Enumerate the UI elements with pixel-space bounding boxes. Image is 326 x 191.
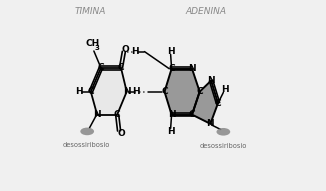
Text: H: H <box>167 126 174 136</box>
Text: N: N <box>188 64 196 73</box>
Text: H: H <box>132 87 140 96</box>
Polygon shape <box>192 81 218 124</box>
Text: desossiribosio: desossiribosio <box>63 142 110 148</box>
Text: N: N <box>168 110 175 119</box>
Text: desossiribosio: desossiribosio <box>200 143 247 149</box>
Text: 3: 3 <box>95 45 99 51</box>
Text: ADENINA: ADENINA <box>186 7 227 16</box>
Polygon shape <box>91 68 127 115</box>
Text: TIMINA: TIMINA <box>75 7 106 16</box>
Text: H: H <box>221 85 229 94</box>
Text: O: O <box>122 45 130 54</box>
Text: C: C <box>97 63 104 72</box>
Text: H: H <box>75 87 83 96</box>
Text: C: C <box>196 87 203 96</box>
Text: C: C <box>118 63 124 72</box>
Text: C: C <box>215 99 221 108</box>
Text: C: C <box>87 87 94 96</box>
Ellipse shape <box>216 128 230 136</box>
Text: CH: CH <box>86 39 100 48</box>
Text: N: N <box>93 110 101 119</box>
Polygon shape <box>165 69 200 115</box>
Text: H: H <box>167 47 174 56</box>
Text: N: N <box>207 119 214 128</box>
Text: C: C <box>168 64 175 73</box>
Text: O: O <box>117 129 125 138</box>
Text: N: N <box>123 87 130 96</box>
Text: H: H <box>131 47 139 56</box>
Text: C: C <box>161 87 168 96</box>
Text: C: C <box>189 110 195 119</box>
Text: N: N <box>207 76 215 85</box>
Text: C: C <box>114 110 121 119</box>
Ellipse shape <box>80 128 94 135</box>
